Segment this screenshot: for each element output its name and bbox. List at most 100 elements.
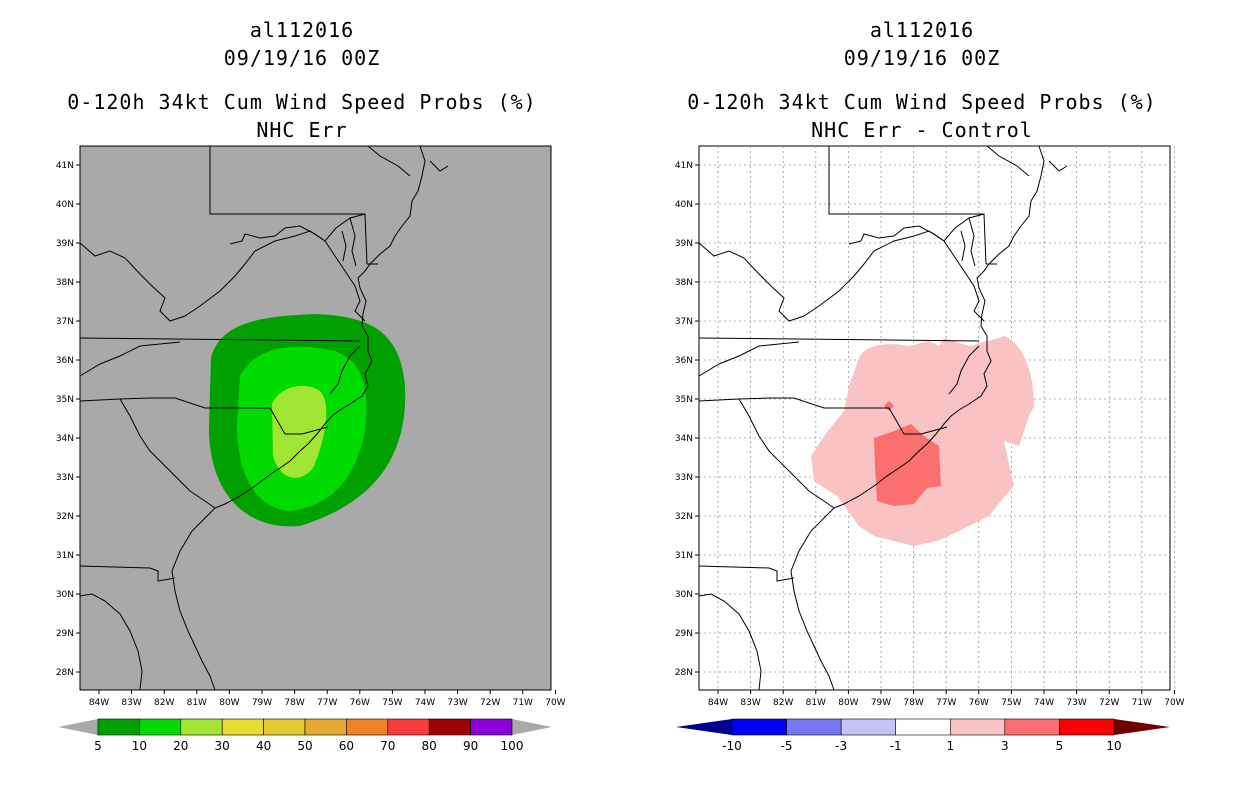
left-lat-label: 40N [56,200,74,210]
left-colorbar-label: 90 [463,739,478,753]
left-lon-label: 78W [284,698,304,708]
right-colorbar-swatch [731,718,787,736]
left-colorbar-label: 40 [256,739,271,753]
left-colorbar-label: 20 [173,739,188,753]
left-datetime: 09/19/16 00Z [223,46,381,70]
left-lon-label: 84W [89,698,109,708]
left-colorbar-swatch [263,718,306,736]
right-lat-label: 40N [675,200,693,210]
left-colorbar-swatch [139,718,182,736]
right-colorbar-label: 5 [1056,739,1064,753]
left-title: 0-120h 34kt Cum Wind Speed Probs (%) [67,90,537,114]
right-lon-label: 73W [1066,698,1086,708]
left-lat-label: 38N [56,278,74,288]
right-lon-label: 70W [1164,698,1184,708]
right-lat-label: 31N [675,551,693,561]
left-lon-label: 76W [350,698,370,708]
left-lat-label: 32N [56,512,74,522]
right-lon-label: 77W [936,698,956,708]
left-colorbar-swatch [304,718,347,736]
left-lon-label: 79W [252,698,272,708]
left-lat-label: 28N [56,668,74,678]
left-lon-label: 73W [447,698,467,708]
left-lon-label: 70W [545,698,565,708]
right-lat-label: 36N [675,356,693,366]
right-lon-label: 79W [871,698,891,708]
right-datetime: 09/19/16 00Z [843,46,1001,70]
right-colorbar-swatch [786,718,842,736]
right-lat-label: 41N [675,161,693,171]
right-lon-label: 82W [773,698,793,708]
left-colorbar-label: 70 [380,739,395,753]
left-colorbar-low-arrow [58,719,98,735]
left-colorbar-swatch [470,718,513,736]
left-lon-label: 81W [187,698,207,708]
left-colorbar-swatch [221,718,264,736]
right-colorbar: -10 -5 -3 -1 1 3 5 10 [676,718,1170,753]
left-lat-label: 41N [56,161,74,171]
left-map [79,145,552,691]
left-colorbar: 5 10 20 30 40 50 60 70 80 90 100 [58,718,552,753]
right-colorbar-label: -10 [722,739,742,753]
left-lon-label: 72W [480,698,500,708]
left-lat-label: 36N [56,356,74,366]
left-colorbar-label: 100 [501,739,524,753]
left-colorbar-label: 60 [339,739,354,753]
left-colorbar-swatch [180,718,223,736]
left-colorbar-label: 50 [297,739,312,753]
right-lon-label: 76W [969,698,989,708]
right-lat-label: 38N [675,278,693,288]
right-lon-label: 78W [903,698,923,708]
right-lat-label: 32N [675,512,693,522]
right-colorbar-swatch [1059,718,1115,736]
left-colorbar-high-arrow [512,719,552,735]
left-lat-label: 37N [56,317,74,327]
left-colorbar-swatch [346,718,389,736]
left-colorbar-swatch [428,718,471,736]
left-lon-label: 74W [415,698,435,708]
right-lon-label: 75W [1001,698,1021,708]
right-contour-3 [874,424,941,506]
right-lat-label: 34N [675,434,693,444]
right-lat-label: 37N [675,317,693,327]
left-storm-id: al112016 [249,18,355,42]
right-colorbar-swatch [895,718,951,736]
right-lat-label: 33N [675,473,693,483]
right-lon-label: 83W [740,698,760,708]
right-colorbar-label: 3 [1001,739,1009,753]
right-lat-label: 28N [675,668,693,678]
right-lat-label: 30N [675,590,693,600]
right-colorbar-swatch [1004,718,1060,736]
left-lon-label: 77W [317,698,337,708]
right-colorbar-low-arrow [676,719,732,735]
right-colorbar-label: -5 [781,739,793,753]
right-lat-label: 39N [675,239,693,249]
right-colorbar-swatch [840,718,897,736]
right-colorbar-label: -3 [835,739,847,753]
left-colorbar-swatch [97,718,140,736]
right-colorbar-swatch [949,718,1006,736]
right-title: 0-120h 34kt Cum Wind Speed Probs (%) [687,90,1157,114]
left-subtitle: NHC Err [256,118,348,142]
left-lat-label: 34N [56,434,74,444]
right-lon-label: 80W [838,698,858,708]
left-lat-label: 33N [56,473,74,483]
right-axis-ticks: 41N 40N 39N 38N 37N 36N 35N 34N 33N 32N 31N 30N 29N 2… [675,161,1185,708]
left-lon-label: 83W [121,698,141,708]
right-lon-label: 84W [708,698,728,708]
left-lon-label: 80W [219,698,239,708]
left-colorbar-label: 5 [94,739,102,753]
right-colorbar-label: -1 [890,739,902,753]
left-colorbar-label: 30 [215,739,230,753]
right-map [698,145,1175,691]
left-lon-label: 71W [513,698,533,708]
right-lon-label: 72W [1099,698,1119,708]
left-colorbar-label: 10 [132,739,147,753]
right-colorbar-label: 10 [1106,739,1121,753]
right-lat-label: 29N [675,629,693,639]
left-lat-label: 31N [56,551,74,561]
left-axis-ticks: 41N 40N 39N 38N 37N 36N 35N 34N 33N 32N 31N 30N 29N 2… [56,161,566,708]
left-colorbar-label: 80 [422,739,437,753]
right-storm-id: al112016 [869,18,975,42]
